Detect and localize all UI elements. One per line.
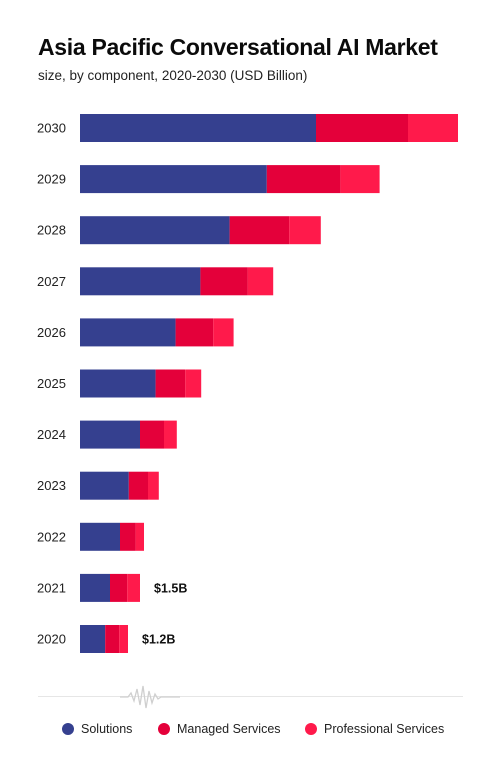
- y-tick-label-2024: 2024: [37, 427, 66, 442]
- legend-label-solutions: Solutions: [81, 722, 133, 736]
- bar-solutions-2029: [80, 165, 267, 194]
- legend-item-professional-services: Professional Services: [305, 722, 444, 736]
- y-tick-label-2026: 2026: [37, 325, 66, 340]
- bar-professional-services-2023: [148, 471, 159, 500]
- bar-solutions-2022: [80, 522, 120, 551]
- y-tick-label-2030: 2030: [37, 121, 66, 136]
- bar-solutions-2020: [80, 625, 106, 653]
- bar-solutions-2030: [80, 114, 316, 142]
- data-label-2021: $1.5B: [154, 581, 187, 595]
- data-label-2020: $1.2B: [142, 633, 175, 647]
- bar-managed-services-2021: [110, 573, 128, 602]
- legend-swatch-solutions: [62, 723, 74, 735]
- bar-professional-services-2020: [119, 625, 128, 653]
- bar-solutions-2026: [80, 318, 176, 347]
- bar-solutions-2027: [80, 267, 201, 296]
- chart-subtitle: size, by component, 2020-2030 (USD Billi…: [38, 68, 308, 83]
- bar-professional-services-2021: [127, 573, 140, 602]
- bar-solutions-2028: [80, 216, 230, 245]
- bar-solutions-2024: [80, 420, 140, 449]
- bar-professional-services-2028: [289, 216, 321, 245]
- divider: [38, 696, 463, 697]
- y-tick-label-2028: 2028: [37, 223, 66, 238]
- legend-swatch-professional-services: [305, 723, 317, 735]
- legend: Solutions Managed Services Professional …: [0, 722, 500, 750]
- legend-item-solutions: Solutions: [62, 722, 132, 736]
- bar-solutions-2025: [80, 369, 156, 398]
- bar-managed-services-2026: [175, 318, 214, 347]
- stacked-bar-chart: 2030 2029 2028 2027 2026 2025 2024 2023 2022 2021…: [37, 114, 458, 653]
- legend-label-professional-services: Professional Services: [324, 722, 445, 736]
- bar-professional-services-2025: [185, 369, 202, 398]
- bar-professional-services-2029: [340, 165, 380, 194]
- bar-professional-services-2026: [213, 318, 234, 347]
- y-tick-label-2025: 2025: [37, 376, 66, 391]
- legend-item-managed-services: Managed Services: [158, 722, 281, 736]
- bar-professional-services-2027: [247, 267, 274, 296]
- bar-managed-services-2027: [200, 267, 248, 296]
- y-tick-label-2029: 2029: [37, 172, 66, 187]
- bar-professional-services-2024: [164, 420, 177, 449]
- legend-swatch-managed-services: [158, 723, 170, 735]
- bar-managed-services-2023: [128, 471, 148, 500]
- bar-solutions-2023: [80, 471, 129, 500]
- bar-managed-services-2025: [155, 369, 186, 398]
- bar-managed-services-2029: [266, 165, 341, 194]
- y-tick-label-2023: 2023: [37, 478, 66, 493]
- bar-managed-services-2020: [105, 625, 120, 653]
- bar-managed-services-2028: [229, 216, 290, 245]
- y-tick-label-2021: 2021: [37, 580, 66, 595]
- y-tick-label-2022: 2022: [37, 529, 66, 544]
- legend-label-managed-services: Managed Services: [177, 722, 281, 736]
- bar-managed-services-2030: [316, 114, 408, 142]
- chart-title: Asia Pacific Conversational AI Market: [38, 34, 438, 60]
- bar-solutions-2021: [80, 573, 110, 602]
- bar-managed-services-2024: [140, 420, 164, 449]
- y-tick-label-2027: 2027: [37, 274, 66, 289]
- bar-professional-services-2022: [135, 522, 144, 551]
- bar-professional-services-2030: [408, 114, 458, 142]
- soundwave-icon: [120, 685, 180, 709]
- bar-managed-services-2022: [120, 522, 136, 551]
- y-tick-label-2020: 2020: [37, 632, 66, 647]
